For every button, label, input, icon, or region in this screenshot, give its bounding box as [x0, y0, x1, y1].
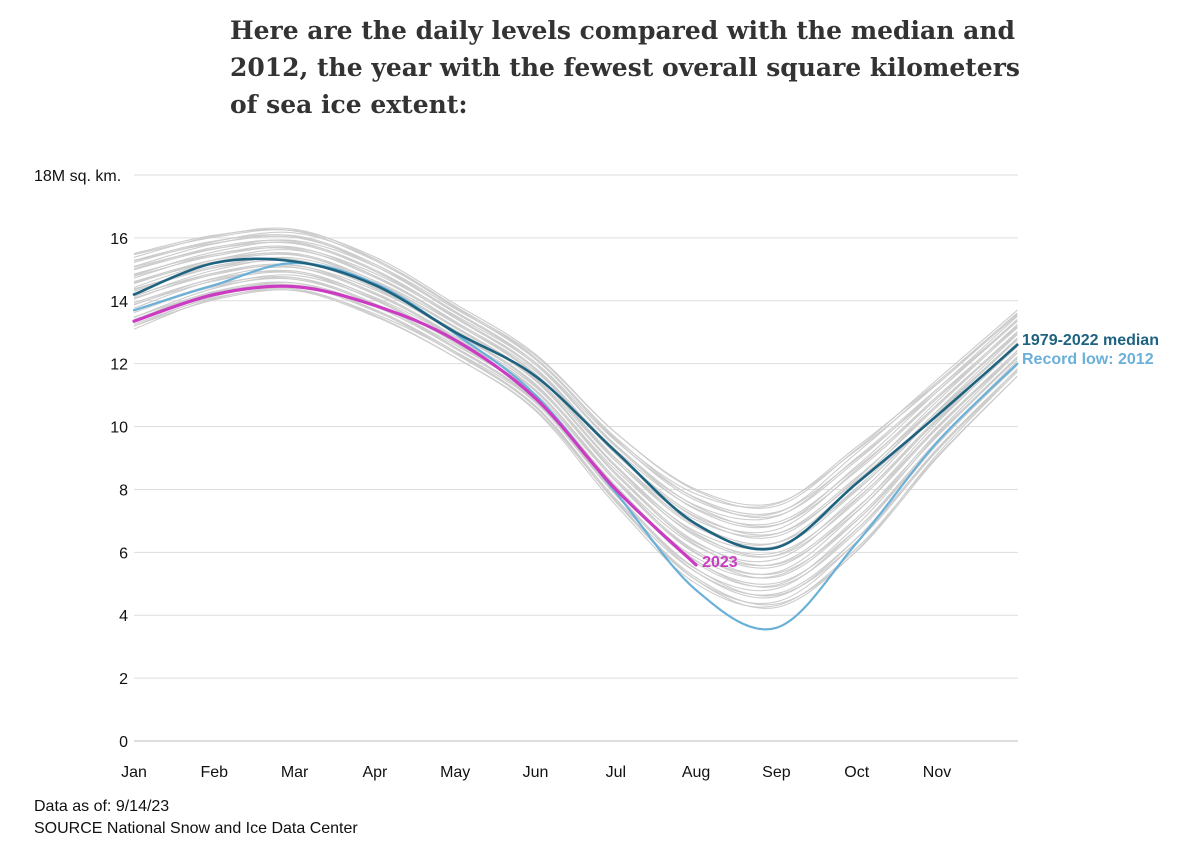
x-axis-ticks: Jan Feb Mar Apr May Jun Jul Aug Sep Oct Nov [121, 764, 951, 781]
historical-year-line [133, 274, 1018, 588]
series-labels: 1979-2022 median Record low: 2012 2023 [702, 332, 1159, 571]
y-tick-label: 14 [110, 294, 128, 311]
x-tick-label: Jun [523, 764, 549, 781]
x-tick-label: Apr [362, 764, 388, 781]
historical-year-line [133, 227, 1018, 508]
historical-year-line [133, 239, 1018, 526]
data-as-of: Data as of: 9/14/23 [34, 798, 170, 815]
x-tick-label: Jan [121, 764, 147, 781]
historical-year-line [133, 249, 1018, 546]
x-tick-label: Jul [606, 764, 626, 781]
x-tick-label: Sep [762, 764, 791, 781]
y-tick-label: 4 [119, 608, 128, 625]
series-lines [132, 257, 1019, 631]
year-2023-line [132, 284, 698, 567]
y-tick-label: 6 [119, 545, 128, 562]
historical-year-line [133, 289, 1018, 609]
x-tick-label: Mar [281, 764, 309, 781]
historical-year-line [133, 277, 1018, 588]
y-axis-ticks: 0 2 4 6 8 10 12 14 16 18M sq. km. [34, 168, 128, 751]
x-tick-label: May [440, 764, 470, 781]
historical-year-line [133, 229, 1018, 509]
x-tick-label: Feb [201, 764, 229, 781]
historical-year-line [133, 276, 1018, 585]
record-low-series-label: Record low: 2012 [1022, 351, 1154, 368]
historical-lines [133, 227, 1018, 609]
year-2023-series-label: 2023 [702, 554, 738, 571]
source-note: SOURCE National Snow and Ice Data Center [34, 820, 358, 837]
y-tick-label: 2 [119, 671, 128, 688]
y-tick-label: 18M sq. km. [34, 168, 121, 185]
historical-year-line [133, 269, 1018, 579]
median-line [132, 257, 1019, 551]
historical-year-line [133, 287, 1018, 608]
y-tick-label: 10 [110, 420, 128, 437]
chart-footer: Data as of: 9/14/23 SOURCE National Snow… [34, 796, 358, 840]
historical-year-line [133, 239, 1018, 529]
historical-year-line [133, 257, 1018, 556]
chart-title: Here are the daily levels compared with … [230, 16, 1020, 119]
y-tick-label: 16 [110, 231, 128, 248]
historical-year-line [133, 234, 1018, 515]
y-tick-label: 0 [119, 734, 128, 751]
historical-year-line [133, 256, 1018, 558]
y-tick-label: 8 [119, 482, 128, 499]
historical-year-line [133, 251, 1018, 550]
historical-year-line [133, 253, 1018, 549]
y-tick-label: 12 [110, 357, 128, 374]
x-tick-label: Aug [682, 764, 710, 781]
historical-year-line [133, 264, 1018, 569]
historical-year-line [133, 235, 1018, 519]
x-tick-label: Oct [844, 764, 869, 781]
historical-year-line [133, 265, 1018, 567]
median-series-label: 1979-2022 median [1022, 332, 1159, 349]
x-tick-label: Nov [923, 764, 951, 781]
